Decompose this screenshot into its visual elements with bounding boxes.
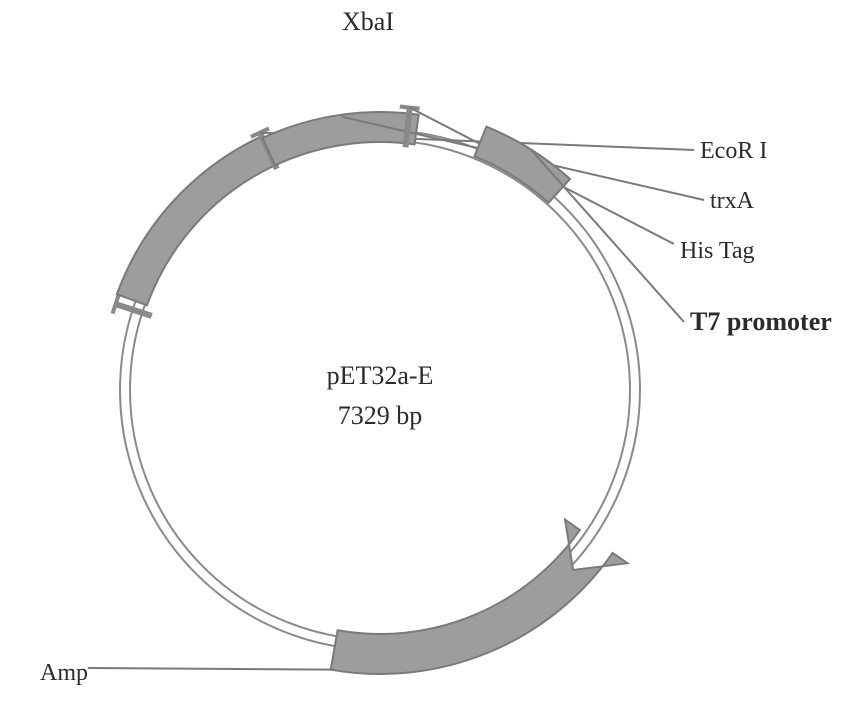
leader-t7prom [530,149,684,322]
feature-arc-insert [117,136,275,305]
label-ecori: EcoR I [700,138,767,164]
label-t7prom: T7 promoter [690,307,832,336]
label-xbai: XbaI [342,7,394,36]
label-amp: Amp [40,660,88,686]
label-histag: His Tag [680,238,755,264]
feature-arc-trxa_arc [263,112,419,165]
tick-histag [406,108,410,148]
label-trxa_label: trxA [710,188,755,214]
plasmid-size: 7329 bp [338,401,423,430]
leader-amp [88,668,331,670]
plasmid-name: pET32a-E [327,361,434,390]
plasmid-map: pET32a-E 7329 bp XbaI EcoR I trxA His Tag T7 p… [0,0,856,725]
feature-arrow-amp [331,520,628,674]
